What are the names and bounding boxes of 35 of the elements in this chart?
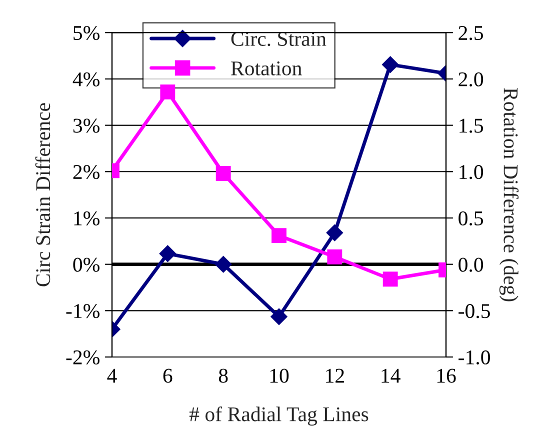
- y2-axis-title: Rotation Difference (deg): [499, 88, 519, 302]
- x-tick-label: 16: [437, 368, 456, 383]
- y2-tick-label: 0.0: [458, 258, 484, 272]
- y-tick-label: 0%: [73, 258, 100, 272]
- y2-tick-label: 2.5: [458, 26, 484, 40]
- y-tick-label: 2%: [73, 165, 100, 180]
- y-axis-title: Circ Strain Difference: [35, 103, 50, 286]
- y2-tick-label: 1.0: [460, 165, 484, 180]
- y-tick-label: -2%: [66, 350, 100, 364]
- point: [159, 245, 176, 262]
- x-tick-label: 10: [270, 368, 289, 383]
- point: [216, 166, 231, 181]
- x-axis-title: # of Radial Tag Lines: [189, 406, 368, 426]
- point: [382, 56, 399, 73]
- legend-label: Rotation: [231, 61, 302, 76]
- y-tick-label: 3%: [73, 118, 100, 133]
- y2-tick-label: 1.5: [460, 118, 484, 133]
- y2-tick-label: -1.0: [458, 350, 490, 365]
- point: [326, 224, 344, 242]
- y2-tick-label: 2.0: [458, 72, 484, 86]
- x-tick-label: 6: [163, 368, 172, 383]
- x-tick-label: 8: [218, 368, 228, 383]
- point: [214, 256, 232, 273]
- y-tick-label: 1%: [74, 211, 100, 226]
- y-tick-label: -1%: [66, 304, 100, 318]
- point: [270, 308, 288, 326]
- y2-tick-label: 0.5: [458, 211, 484, 226]
- x-tick-label: 14: [382, 368, 400, 383]
- y-tick-label: 4%: [72, 72, 100, 86]
- x-tick-label: 12: [326, 368, 344, 383]
- point: [327, 249, 342, 264]
- y-tick-label: 5%: [74, 26, 100, 40]
- x-tick-label: 4: [107, 368, 117, 383]
- point: [272, 228, 286, 244]
- y2-tick-label: -0.5: [458, 304, 490, 318]
